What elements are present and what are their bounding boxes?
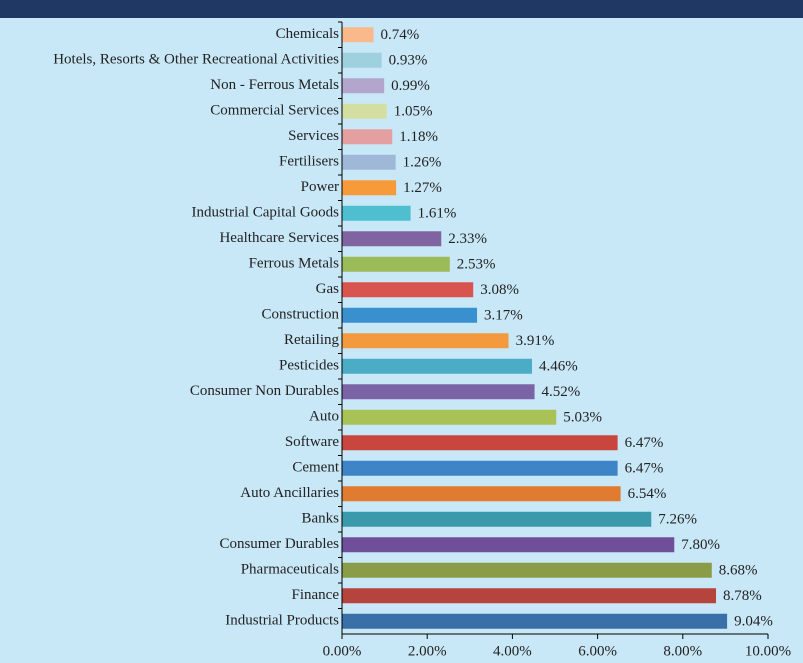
value-label: 0.74% [381,27,420,43]
y-tick-label: Pesticides [279,358,339,374]
y-tick-label: Services [288,128,339,144]
value-label: 6.47% [625,435,664,451]
y-tick-label: Consumer Durables [219,536,339,552]
bar [342,282,474,298]
y-tick-label: Fertilisers [279,154,339,170]
y-tick-label: Commercial Services [210,103,339,119]
value-label: 3.08% [480,282,519,298]
y-tick-label: Chemicals [276,26,339,42]
bar [342,333,509,349]
y-tick-label: Retailing [284,332,339,348]
bar [342,103,387,119]
value-label: 6.54% [628,486,667,502]
bar [342,180,397,196]
y-tick-label: Hotels, Resorts & Other Recreational Act… [53,52,339,68]
value-label: 8.78% [723,588,762,604]
y-tick-label: Healthcare Services [219,230,339,246]
bar [342,256,450,272]
x-tick-label: 10.00% [745,643,791,659]
y-tick-label: Banks [302,511,340,527]
bar [342,588,717,604]
value-label: 3.91% [516,333,555,349]
value-label: 2.53% [457,257,496,273]
y-tick-label: Construction [262,307,340,323]
x-tick-label: 4.00% [493,643,532,659]
bar [342,154,396,170]
y-tick-label: Power [301,179,339,195]
bar [342,27,374,43]
bar [342,52,382,68]
y-tick-label: Industrial Capital Goods [192,205,340,221]
bar [342,358,532,374]
bar [342,435,618,451]
bar [342,78,385,94]
y-tick-label: Non - Ferrous Metals [210,77,339,93]
bar [342,231,442,247]
y-tick-label: Software [285,434,339,450]
y-tick-label: Auto [309,409,339,425]
value-label: 4.46% [539,359,578,375]
value-label: 7.80% [681,537,720,553]
value-label: 1.27% [403,180,442,196]
bar [342,460,618,476]
bar [342,562,712,578]
x-tick-label: 8.00% [663,643,702,659]
value-label: 7.26% [658,512,697,528]
bar [342,537,675,553]
value-label: 9.04% [734,614,773,630]
bar [342,307,478,323]
value-label: 1.18% [399,129,438,145]
y-tick-label: Industrial Products [225,613,339,629]
y-tick-label: Consumer Non Durables [190,383,339,399]
value-label: 2.33% [448,231,487,247]
value-label: 0.93% [389,53,428,69]
y-tick-label: Pharmaceuticals [241,562,339,578]
value-label: 4.52% [542,384,581,400]
x-tick-label: 0.00% [323,643,362,659]
bar [342,486,621,502]
x-tick-label: 6.00% [578,643,617,659]
y-tick-label: Auto Ancillaries [240,485,339,501]
value-label: 3.17% [484,308,523,324]
y-tick-label: Gas [316,281,339,297]
y-tick-label: Cement [292,460,339,476]
bar [342,384,535,400]
header-band [0,0,803,18]
value-label: 8.68% [719,563,758,579]
bar [342,511,652,527]
value-label: 6.47% [625,461,664,477]
value-label: 1.61% [418,206,457,222]
x-tick-label: 2.00% [408,643,447,659]
y-tick-label: Ferrous Metals [249,256,340,272]
value-label: 0.99% [391,78,430,94]
bar [342,205,411,221]
bar [342,129,393,145]
bar [342,613,728,629]
value-label: 1.26% [403,155,442,171]
y-tick-label: Finance [292,587,340,603]
value-label: 5.03% [563,410,602,426]
bar [342,409,557,425]
value-label: 1.05% [394,104,433,120]
